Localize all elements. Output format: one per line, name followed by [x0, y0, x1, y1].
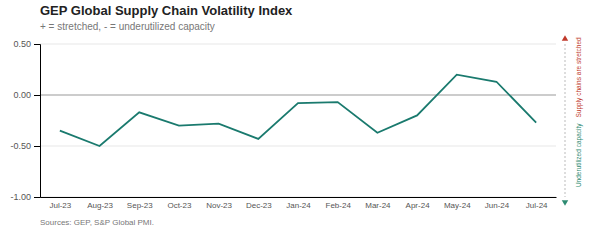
annotations: Supply chains are stretched Underutilized…	[562, 35, 583, 205]
x-tick: Sep-23	[127, 201, 153, 210]
annotation: Supply chains are stretched	[575, 37, 583, 118]
subtitle: + = stretched, - = underutilized capacit…	[40, 21, 215, 32]
x-tick: May-24	[444, 201, 471, 210]
y-tick: 0.00	[13, 90, 40, 100]
x-tick: Feb-24	[326, 201, 352, 210]
x-tick-label: May-24	[444, 201, 471, 210]
x-tick: Dec-23	[246, 201, 272, 210]
x-tick-label: Apr-24	[406, 201, 431, 210]
grid-line	[40, 197, 556, 198]
x-tick: Jul-23	[49, 201, 71, 210]
y-axis: -1.00 -0.50 0.00 0.50	[10, 39, 40, 202]
x-tick-label: Jun-24	[485, 201, 510, 210]
x-tick: Mar-24	[365, 201, 391, 210]
x-tick: Apr-24	[406, 201, 431, 210]
chart: GEP Global Supply Chain Volatility Index…	[0, 0, 598, 229]
x-tick: Jul-24	[526, 201, 548, 210]
y-tick-label: 0.00	[13, 90, 31, 100]
annotation: Underutilized capacity	[575, 123, 583, 187]
zero-line	[40, 95, 556, 96]
grid-line	[40, 44, 556, 45]
y-tick: -0.50	[10, 141, 40, 151]
x-tick: Oct-23	[167, 201, 192, 210]
x-axis-line	[41, 197, 557, 198]
title: GEP Global Supply Chain Volatility Index	[40, 3, 293, 18]
x-tick-label: Jul-24	[526, 201, 548, 210]
arrow-down	[562, 200, 568, 206]
x-tick-label: Aug-23	[87, 201, 113, 210]
y-tick-label: -0.50	[10, 141, 31, 151]
y-tick: 0.50	[13, 39, 40, 49]
x-axis: Jul-23 Aug-23 Sep-23 Oct-23 Nov-23 Dec-23 Jan-…	[41, 198, 557, 210]
x-tick-label: Sep-23	[127, 201, 153, 210]
x-tick: Aug-23	[87, 201, 113, 210]
marks	[60, 75, 536, 146]
y-tick: -1.00	[10, 192, 40, 202]
grid-line	[40, 146, 556, 147]
arrow-up	[562, 35, 568, 41]
x-tick-label: Jan-24	[286, 201, 311, 210]
y-axis-line	[34, 45, 41, 198]
y-tick-mark	[34, 146, 40, 147]
x-tick-label: Feb-24	[326, 201, 352, 210]
y-tick-mark	[34, 95, 40, 96]
x-tick-label: Mar-24	[365, 201, 391, 210]
line	[60, 75, 536, 146]
y-tick-label: -1.00	[10, 192, 31, 202]
x-tick: Jun-24	[485, 201, 510, 210]
grid	[40, 44, 556, 197]
divider-line	[565, 44, 566, 197]
x-tick: Jan-24	[286, 201, 311, 210]
y-tick-mark	[34, 44, 40, 45]
y-tick-mark	[34, 197, 40, 198]
y-tick-label: 0.50	[13, 39, 31, 49]
x-tick: Nov-23	[206, 201, 232, 210]
plot: -1.00 -0.50 0.00 0.50 Jul-23 Aug-23 Sep-23 Oct-…	[10, 39, 556, 209]
x-tick-label: Oct-23	[167, 201, 192, 210]
x-tick-label: Nov-23	[206, 201, 232, 210]
x-tick-label: Jul-23	[49, 201, 71, 210]
source: Sources: GEP, S&P Global PMI.	[40, 218, 154, 227]
x-tick-label: Dec-23	[246, 201, 272, 210]
